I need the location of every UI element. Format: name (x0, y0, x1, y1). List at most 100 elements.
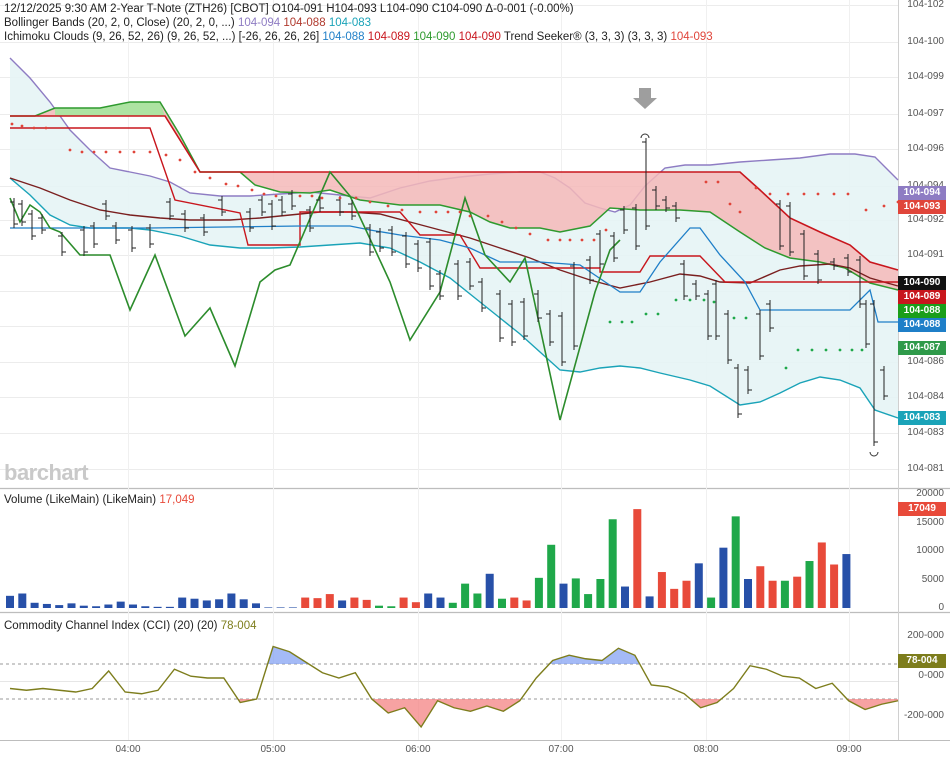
trend-seeker-dot-green (620, 320, 624, 324)
trend-seeker-label: Trend Seeker® (3, 3, 3) (503, 31, 625, 43)
volume-bar (485, 573, 494, 608)
trend-seeker-dot-green (850, 348, 854, 352)
volume-title[interactable]: Volume (LikeMain) (LikeMain) 17,049 (4, 494, 195, 506)
volume-bar (719, 547, 728, 608)
trend-seeker-value: 104-093 (670, 31, 713, 43)
ichimoku-value-3: 104-090 (413, 31, 456, 43)
trend-seeker-dot-green (644, 312, 648, 316)
volume-label: Volume (LikeMain) (4, 494, 100, 506)
volume-bar (301, 597, 310, 608)
volume-bar (744, 579, 752, 608)
volume-bar (436, 597, 445, 608)
cci-overbought-fill (267, 646, 309, 664)
price-bars[interactable] (10, 138, 888, 446)
legend-ichimoku[interactable]: Ichimoku Clouds (9, 26, 52, 26) (9, 26, … (4, 30, 713, 44)
trend-seeker-dot-red (768, 192, 772, 196)
trend-seeker-dot-green (744, 316, 748, 320)
trend-seeker-dot-red (10, 122, 14, 126)
trend-seeker-dot-red (514, 226, 518, 230)
trend-seeker-dot-green (732, 316, 736, 320)
cci-line (9, 645, 899, 729)
trend-seeker-dot-red (846, 192, 850, 196)
tenkan-sen (10, 225, 898, 323)
volume-bar (571, 578, 580, 608)
volume-bar (522, 600, 531, 608)
price-tag: 104-094 (898, 186, 946, 200)
price-tick-label: 104-099 (907, 71, 944, 82)
cci-overbought-fill (549, 648, 640, 664)
volume-bar (67, 603, 76, 608)
trend-seeker-dot-red (882, 204, 886, 208)
volume-bar (116, 601, 125, 608)
price-tag: 104-083 (898, 411, 946, 425)
volume-bar (362, 599, 371, 608)
header-ohlc: O104-091 H104-093 L104-090 C104-090 Δ-0-… (271, 3, 574, 15)
markers (633, 88, 879, 457)
trend-seeker-dot-red (528, 232, 532, 236)
trend-seeker-dot-red (468, 214, 472, 218)
volume-bar (584, 594, 593, 608)
trend-seeker-dot-red (208, 176, 212, 180)
volume-bar (387, 606, 396, 608)
volume-bar (498, 598, 506, 608)
volume-bar (608, 519, 617, 608)
price-tag: 104-087 (898, 341, 946, 355)
trend-seeker-dot-red (104, 150, 108, 154)
volume-bar (817, 542, 826, 608)
time-tick-label: 09:00 (836, 744, 862, 755)
trend-seeker-dot-green (860, 348, 864, 352)
trend-seeker-dot-red (728, 202, 732, 206)
cci-value: 78-004 (220, 620, 257, 632)
volume-bar (534, 577, 543, 608)
trend-seeker-dot-red (274, 194, 278, 198)
trend-seeker-dot-red (592, 238, 596, 242)
kijun-sen (10, 127, 898, 283)
bollinger-middle-line (9, 177, 899, 289)
volume-bar (55, 605, 64, 608)
cci-plot (0, 645, 899, 729)
header-date: 12/12/2025 (4, 3, 62, 15)
bollinger-params: (20, 2, 0, ...) (172, 17, 235, 29)
bollinger-mid-value: 104-088 (283, 17, 326, 29)
volume-bar (276, 607, 285, 608)
price-tag: 104-090 (898, 276, 946, 290)
trend-seeker-dot-red (32, 126, 36, 130)
volume-bar (768, 580, 777, 608)
cci-title[interactable]: Commodity Channel Index (CCI) (20) (20) … (4, 620, 257, 632)
trend-seeker-dot-red (580, 238, 584, 242)
chikou-span (9, 170, 621, 421)
trend-seeker-dot-green (702, 298, 706, 302)
trend-seeker-dot-red (568, 238, 572, 242)
volume-bar (707, 597, 716, 608)
volume-bar (92, 606, 101, 608)
trend-seeker-dot-red (738, 210, 742, 214)
volume-bar (830, 564, 839, 608)
bollinger-upper-value: 104-094 (237, 17, 281, 29)
cci-oversold-fill (690, 699, 722, 708)
volume-bar (842, 554, 851, 608)
volume-bar (227, 593, 236, 608)
time-tick-label: 07:00 (548, 744, 574, 755)
cci-tick-label: 200-000 (907, 630, 944, 641)
trend-seeker-dot-red (354, 196, 358, 200)
ichimoku-params: (9, 26, 52, ...) [-26, 26, 26, 26] (167, 31, 320, 43)
volume-bars[interactable] (6, 509, 851, 608)
volume-bar (670, 588, 679, 608)
volume-bar (596, 579, 605, 608)
volume-bar (350, 597, 359, 608)
volume-bar (657, 572, 666, 608)
volume-bar (621, 586, 629, 608)
trend-seeker-dot-green (838, 348, 842, 352)
price-tick-label: 104-102 (907, 0, 944, 10)
volume-bar (30, 602, 39, 608)
volume-tick-label: 20000 (916, 488, 944, 499)
trend-seeker-dot-red (604, 228, 608, 232)
legend-bollinger[interactable]: Bollinger Bands (20, 2, 0, Close) (20, 2… (4, 16, 371, 30)
volume-bar (42, 603, 51, 608)
trend-seeker-dot-red (434, 210, 438, 214)
volume-bar (793, 576, 802, 608)
trend-seeker-dot-green (674, 298, 678, 302)
trend-seeker-dot-red (164, 153, 168, 157)
down-arrow-marker (633, 88, 657, 109)
